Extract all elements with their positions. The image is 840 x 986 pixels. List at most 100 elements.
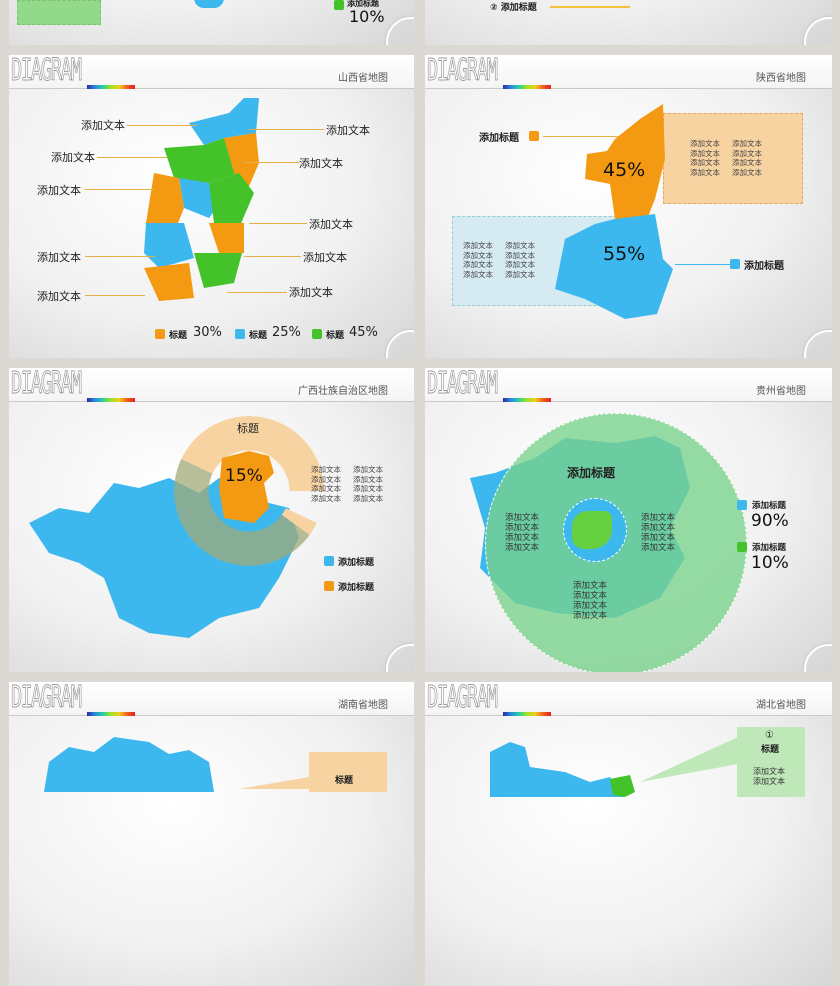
slide-title: 湖北省地图 — [756, 700, 806, 711]
region-blue-3 — [144, 223, 194, 268]
leader-line — [85, 189, 155, 190]
text: 添加文本 — [505, 241, 535, 250]
region-green-2 — [209, 173, 254, 228]
slide-shanxi: DIAGRAM 山西省地图 添加文本 添加文本 添加文本 添加文本 添加文本 添… — [9, 55, 414, 358]
south-percent: 55% — [603, 243, 646, 265]
diagram-logo: DIAGRAM — [427, 55, 499, 89]
map-label: 添加文本 — [299, 157, 343, 170]
slide-title: 陕西省地图 — [756, 73, 806, 84]
legend-blue-square — [324, 556, 334, 566]
legend-green-square — [334, 0, 344, 10]
text: 添加文本 — [641, 543, 676, 553]
map-label: 添加文本 — [51, 151, 95, 164]
south-region — [555, 214, 673, 319]
text: 添加文本 — [641, 533, 676, 543]
region-orange-1 — [224, 133, 259, 198]
legend-blue-square — [235, 329, 245, 339]
slide-title: 贵州省地图 — [756, 386, 806, 397]
map-body — [44, 737, 214, 792]
corner-decoration — [386, 644, 414, 672]
legend-value: 10% — [751, 553, 789, 573]
orange-textbox — [309, 752, 387, 792]
north-region — [585, 104, 665, 219]
region-green-1 — [164, 138, 244, 183]
text: 添加文本 — [311, 484, 341, 493]
legend-label: 添加标题 — [752, 543, 787, 553]
text: 添加文本 — [690, 158, 720, 167]
rainbow-bar — [87, 712, 135, 716]
legend-orange-square — [324, 581, 334, 591]
legend-orange-square — [155, 329, 165, 339]
legend-label: 添加标题 — [338, 558, 375, 568]
leader-line — [244, 162, 299, 163]
text: 添加文本 — [505, 250, 535, 260]
text: 添加文本 — [353, 465, 383, 474]
map-label: 添加文本 — [37, 251, 81, 264]
legend-value: 25% — [272, 325, 301, 340]
slide-partial-left: 添加标题 10% — [9, 0, 414, 45]
text-column-bottom: 添加文本 添加文本 添加文本 添加文本 — [573, 581, 607, 621]
diagram-logo: DIAGRAM — [427, 682, 499, 716]
text: 添加文本 — [690, 139, 720, 148]
box-title: 标题 — [335, 776, 354, 786]
text: 添加文本 — [311, 493, 341, 503]
text: 添加文本 — [641, 513, 676, 523]
text: 添加文本 — [753, 767, 785, 776]
leader-line — [227, 292, 287, 293]
text: 添加文本 — [573, 581, 608, 591]
slide-shaanxi: DIAGRAM 陕西省地图 添加标题 45% 55% 添加标题 添加文本 添加文本… — [425, 55, 832, 358]
connector-line — [675, 264, 730, 265]
connector-line — [543, 136, 618, 137]
map-label: 添加文本 — [326, 124, 370, 137]
slide-header — [9, 682, 414, 716]
leader-line — [127, 125, 197, 126]
north-orange-square — [529, 131, 539, 141]
text: 添加文本 — [573, 601, 608, 611]
legend-label: 标题 — [249, 331, 268, 341]
text: 添加文本 — [463, 250, 493, 260]
diagram-logo: DIAGRAM — [11, 55, 83, 89]
rainbow-bar — [503, 712, 551, 716]
text: 添加文本 — [573, 611, 608, 621]
text: 添加文本 — [690, 167, 720, 177]
text-column-right: 添加文本 添加文本 添加文本 添加文本 — [641, 513, 675, 553]
text: 添加文本 — [753, 777, 785, 786]
slide-header — [425, 368, 832, 402]
slide-hunan: DIAGRAM 湖南省地图 标题 — [9, 682, 414, 986]
leader-line — [249, 223, 307, 224]
slide-title: 山西省地图 — [338, 73, 388, 84]
text: 添加文本 — [641, 523, 676, 533]
legend-blue-square — [737, 500, 747, 510]
green-textbox — [17, 0, 101, 25]
text: 添加文本 — [463, 241, 493, 250]
legend-green-square — [312, 329, 322, 339]
text: 添加文本 — [573, 591, 608, 601]
text: 添加文本 — [463, 269, 493, 279]
north-title: 添加标题 — [479, 133, 519, 144]
text: 添加文本 — [505, 260, 535, 269]
leader-line — [249, 129, 324, 130]
leader-line — [244, 256, 301, 257]
text: 添加文本 — [505, 543, 540, 553]
rainbow-bar — [503, 398, 551, 402]
numbered-label: ② 添加标题 — [490, 3, 537, 13]
leader-line — [85, 256, 155, 257]
south-text-grid: 添加文本 添加文本 添加文本 添加文本 添加文本 添加文本 添加文本 添加文本 — [463, 241, 535, 279]
map-label: 添加文本 — [309, 218, 353, 231]
north-percent: 45% — [603, 159, 646, 181]
region-north-blue — [189, 98, 259, 145]
slide-header — [425, 682, 832, 716]
text: 添加文本 — [690, 148, 720, 158]
text-column: 添加文本 添加文本 — [753, 767, 785, 787]
text: 添加文本 — [732, 148, 762, 158]
map-label: 添加文本 — [303, 251, 347, 264]
box-title: 标题 — [761, 745, 780, 755]
south-title: 添加标题 — [744, 261, 784, 272]
text: 添加文本 — [505, 523, 540, 533]
region-orange-4 — [144, 263, 194, 301]
text: 添加文本 — [311, 465, 341, 474]
corner-decoration — [386, 17, 414, 45]
green-textbox — [737, 727, 805, 797]
legend-label: 添加标题 — [752, 501, 787, 511]
legend-percent: 10% — [349, 7, 385, 26]
